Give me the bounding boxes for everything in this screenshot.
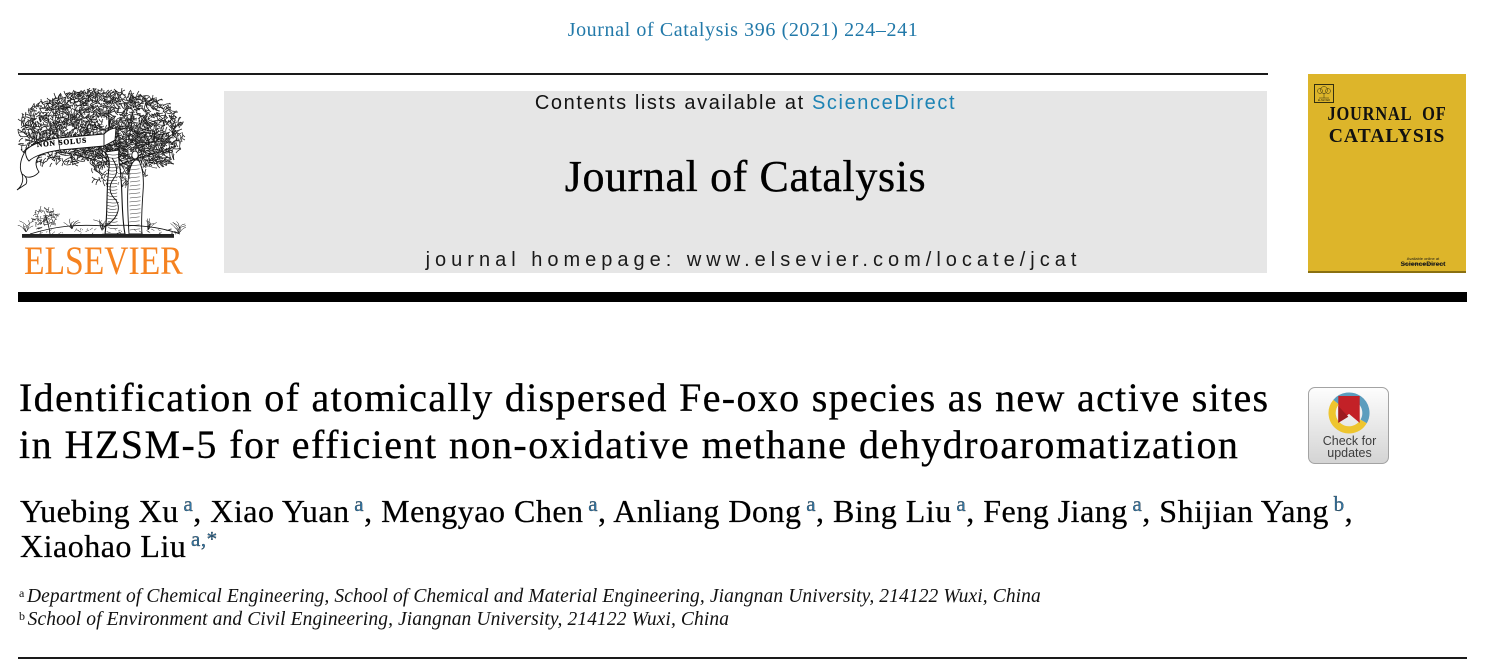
svg-text:ELSEVIER: ELSEVIER bbox=[1318, 99, 1330, 102]
